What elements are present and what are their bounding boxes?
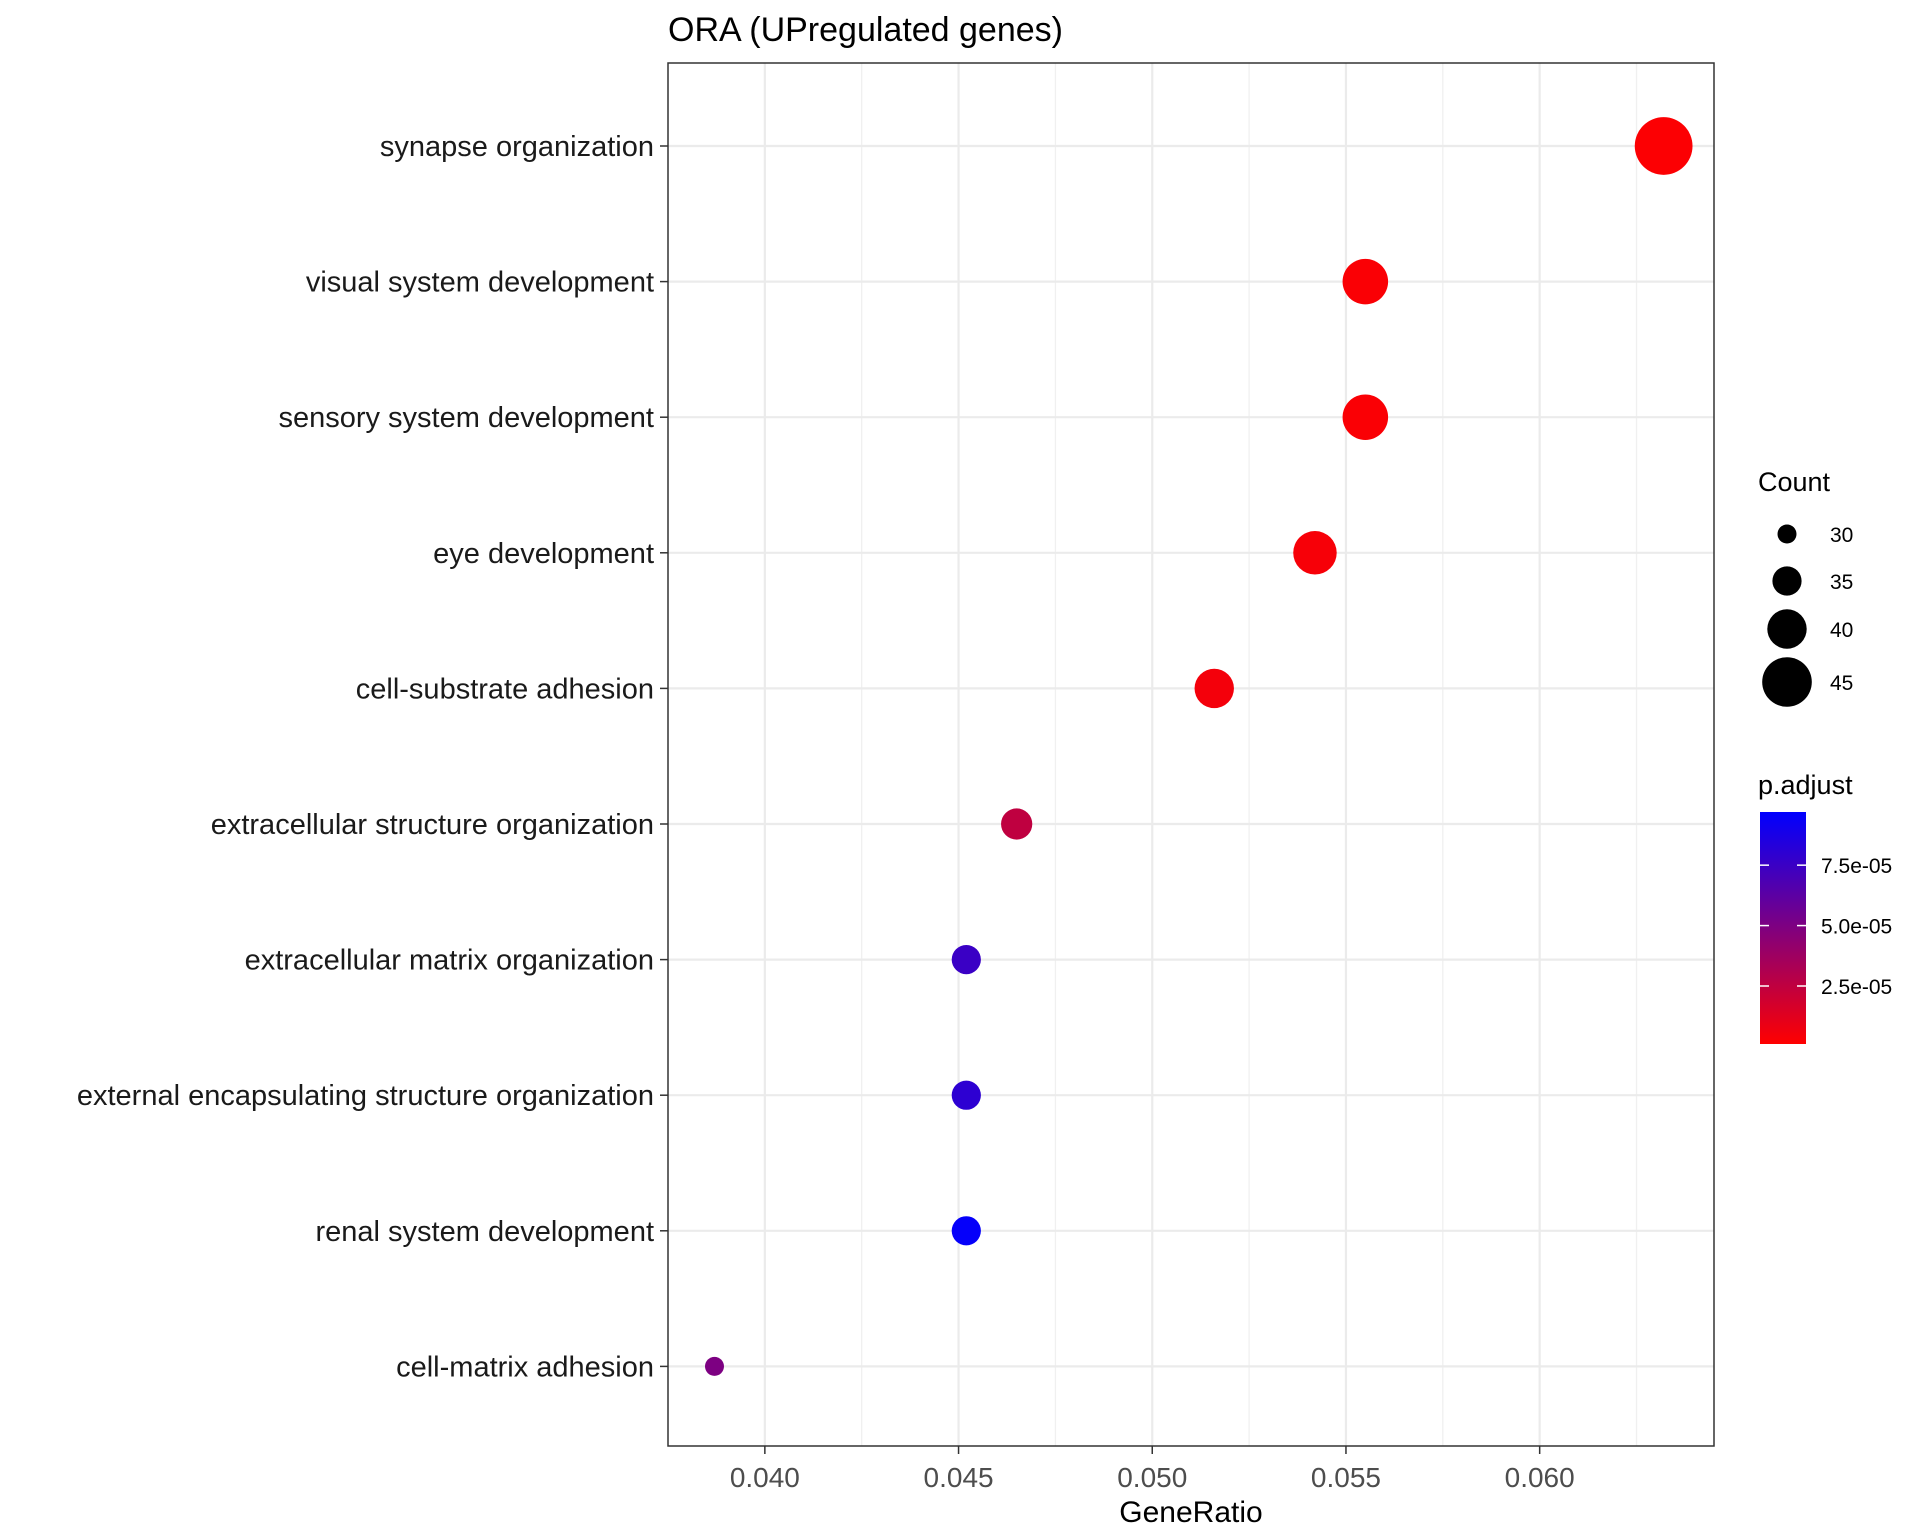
count-legend-label: 40 xyxy=(1830,619,1853,642)
count-legend-key xyxy=(1767,609,1807,649)
y-tick-label: visual system development xyxy=(306,267,654,299)
x-tick-label: 0.045 xyxy=(924,1462,994,1493)
y-tick-label: cell-matrix adhesion xyxy=(396,1351,654,1383)
data-point xyxy=(1194,668,1234,709)
p-adjust-legend-title: p.adjust xyxy=(1758,770,1853,800)
x-axis-title: GeneRatio xyxy=(1119,1496,1262,1529)
y-axis: synapse organization visual system develo… xyxy=(77,131,668,1383)
data-point xyxy=(951,1216,981,1246)
count-legend-key xyxy=(1762,657,1812,707)
p-adjust-legend: p.adjust 2.5e-05 5.0e-05 7.5e-05 xyxy=(1758,770,1892,1044)
colorbar-label: 2.5e-05 xyxy=(1821,976,1892,999)
data-point xyxy=(1001,808,1033,840)
y-tick-label: eye development xyxy=(433,538,654,570)
y-tick-label: sensory system development xyxy=(278,402,654,434)
grid-lines xyxy=(668,63,1714,1446)
count-legend-key xyxy=(1772,566,1802,596)
colorbar-label: 5.0e-05 xyxy=(1821,916,1892,939)
y-tick-label: extracellular matrix organization xyxy=(245,945,654,977)
data-point xyxy=(951,1080,981,1110)
x-tick-label: 0.050 xyxy=(1117,1462,1187,1493)
y-tick-label: renal system development xyxy=(316,1216,655,1248)
x-axis: 0.040 0.045 0.050 0.055 0.060 xyxy=(730,1446,1575,1493)
data-points xyxy=(704,117,1693,1376)
count-legend-key xyxy=(1777,524,1797,544)
count-legend: Count 30 35 40 45 xyxy=(1758,467,1853,707)
data-point xyxy=(951,945,981,975)
data-point xyxy=(1634,117,1693,175)
data-point xyxy=(1342,394,1389,440)
chart-title: ORA (UPregulated genes) xyxy=(668,11,1063,49)
data-point xyxy=(1342,258,1389,305)
x-tick-label: 0.060 xyxy=(1505,1462,1575,1493)
plot-panel-border xyxy=(667,62,1715,1447)
colorbar-label: 7.5e-05 xyxy=(1821,855,1892,878)
x-tick-label: 0.055 xyxy=(1311,1462,1381,1493)
y-tick-label: external encapsulating structure organiz… xyxy=(77,1080,654,1112)
count-legend-title: Count xyxy=(1758,467,1831,497)
x-tick-label: 0.040 xyxy=(730,1462,800,1493)
data-point xyxy=(704,1356,724,1376)
y-tick-label: synapse organization xyxy=(380,131,654,163)
data-point xyxy=(1293,531,1337,575)
y-tick-label: cell-substrate adhesion xyxy=(356,673,654,705)
p-adjust-colorbar xyxy=(1760,812,1806,1044)
count-legend-label: 45 xyxy=(1830,672,1853,695)
count-legend-label: 35 xyxy=(1830,571,1853,594)
y-tick-label: extracellular structure organization xyxy=(211,809,654,841)
count-legend-label: 30 xyxy=(1830,524,1853,547)
